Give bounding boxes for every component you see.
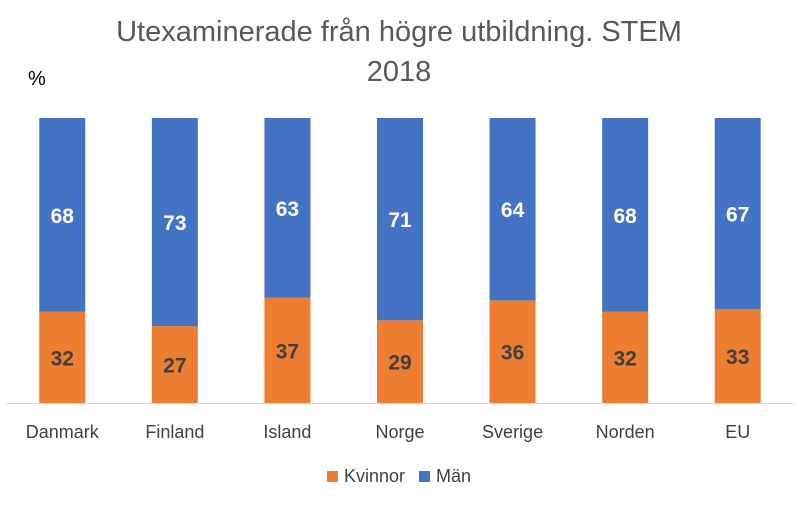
bar-man-eu: [714, 118, 761, 309]
data-label-man-norge: 71: [388, 209, 412, 232]
data-label-man-island: 63: [276, 198, 299, 221]
x-tick-label-eu: EU: [725, 422, 750, 442]
bar-man-norden: [602, 118, 649, 312]
legend-item-man: Män: [419, 466, 471, 487]
legend-label-kvinnor: Kvinnor: [343, 466, 405, 486]
y-axis-label: %: [28, 68, 46, 90]
data-label-kvinnor-eu: 33: [726, 346, 749, 369]
legend-swatch-man: [419, 471, 430, 482]
data-label-man-eu: 67: [726, 203, 749, 226]
x-tick-label-danmark: Danmark: [26, 422, 100, 442]
legend: Kvinnor Män: [0, 466, 798, 487]
bar-kvinnor-island: [264, 297, 311, 403]
chart-title: Utexaminerade från högre utbildning. STE…: [0, 12, 798, 92]
data-label-kvinnor-finland: 27: [163, 355, 186, 378]
x-tick-label-finland: Finland: [145, 422, 204, 442]
x-tick-label-sverige: Sverige: [482, 422, 543, 442]
bar-man-sverige: [489, 118, 536, 301]
bar-kvinnor-sverige: [489, 300, 536, 403]
data-label-man-norden: 68: [613, 205, 637, 228]
x-tick-label-norge: Norge: [375, 422, 424, 442]
data-label-man-danmark: 68: [51, 205, 75, 228]
data-label-kvinnor-norge: 29: [388, 352, 411, 375]
bar-kvinnor-finland: [151, 326, 198, 403]
bar-kvinnor-danmark: [39, 311, 86, 403]
bar-kvinnor-eu: [714, 308, 761, 403]
data-label-man-finland: 73: [163, 212, 186, 235]
data-label-kvinnor-norden: 32: [613, 347, 636, 370]
legend-label-man: Män: [436, 466, 472, 486]
bar-kvinnor-norden: [602, 311, 649, 403]
chart-title-line-1: Utexaminerade från högre utbildning. STE…: [116, 16, 682, 48]
legend-swatch-kvinnor: [326, 471, 338, 482]
data-label-kvinnor-island: 37: [276, 340, 299, 363]
x-tick-label-island: Island: [263, 422, 311, 442]
data-label-kvinnor-danmark: 32: [51, 347, 74, 370]
x-tick-label-norden: Norden: [596, 422, 655, 442]
data-label-man-sverige: 64: [501, 199, 525, 222]
bar-man-finland: [151, 118, 198, 327]
bar-kvinnor-norge: [377, 320, 423, 403]
legend-item-kvinnor: Kvinnor: [326, 466, 405, 487]
bar-man-danmark: [39, 118, 86, 312]
chart-title-line-2: 2018: [366, 56, 432, 88]
bar-man-norge: [377, 118, 423, 321]
data-label-kvinnor-sverige: 36: [501, 342, 524, 365]
bar-man-island: [264, 118, 311, 298]
